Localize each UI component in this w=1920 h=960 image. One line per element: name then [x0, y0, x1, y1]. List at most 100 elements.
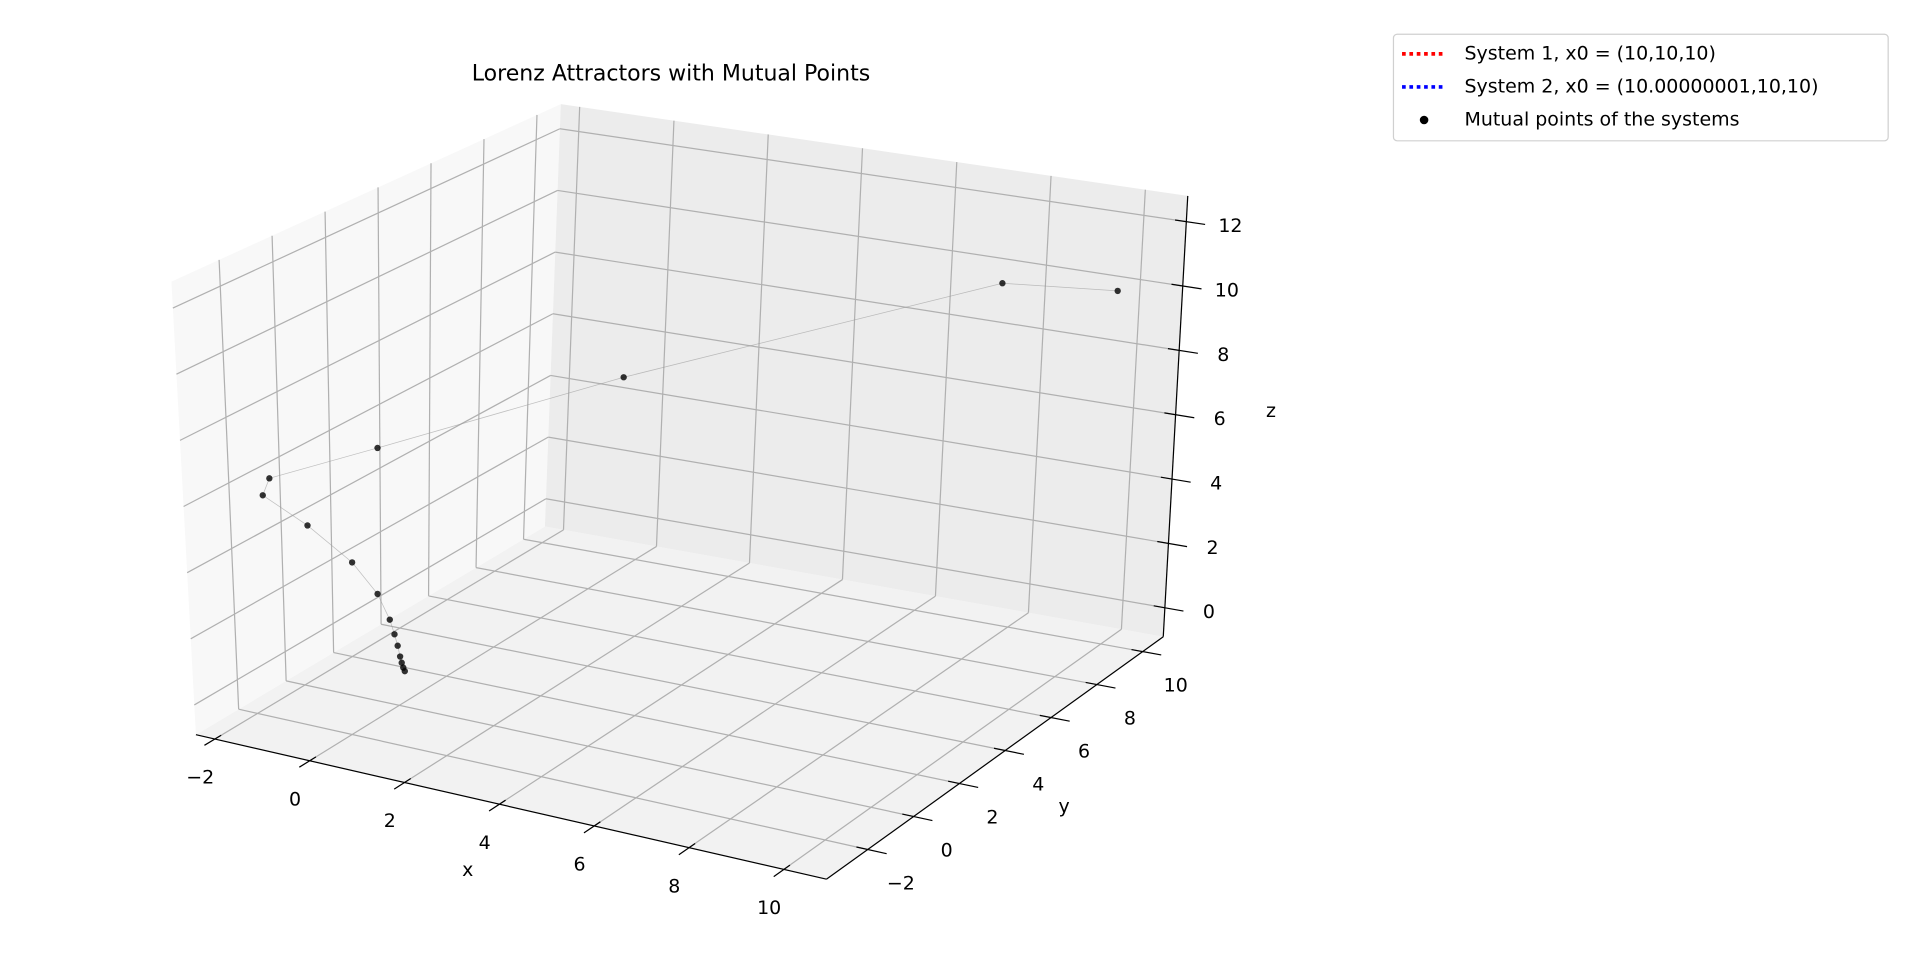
z-grid-line [183, 313, 554, 508]
z-tick [1174, 219, 1206, 226]
y-tick [902, 813, 933, 822]
mutual-point [391, 631, 398, 638]
y-grid-line [475, 139, 485, 568]
x-tick [393, 778, 412, 790]
z-tick [1153, 605, 1184, 612]
mutual-point [401, 667, 408, 675]
mutual-point [374, 590, 381, 598]
mutual-point [396, 653, 404, 660]
y-tick-label: 6 [1078, 740, 1090, 762]
y-axis-label: y [1058, 795, 1069, 817]
chart-title: Lorenz Attractors with Mutual Points [472, 62, 870, 87]
mutual-point [374, 444, 381, 452]
z-grid-line [545, 498, 1165, 609]
x-tick [678, 842, 696, 856]
z-grid-line [548, 436, 1169, 545]
mutual-point [304, 522, 311, 529]
z-grid-line [552, 313, 1176, 416]
panes [171, 104, 1188, 880]
x-tick [204, 734, 222, 746]
marks [259, 280, 1121, 675]
legend-label: Mutual points of the systems [1464, 108, 1739, 130]
legend-box [1392, 33, 1889, 142]
x-tick [773, 864, 791, 878]
y-tick [1131, 648, 1162, 656]
y-grid-line [475, 566, 1097, 686]
mutual-point [348, 559, 356, 566]
z-tick [1164, 412, 1195, 419]
z-tick-label: 10 [1215, 279, 1239, 301]
legend-swatch [1419, 115, 1429, 125]
z-grid-line [555, 251, 1180, 351]
z-tick-label: 0 [1203, 601, 1215, 623]
x-tick [488, 799, 506, 812]
x-grid-line [841, 148, 864, 580]
z-grid-line [179, 251, 556, 441]
z-tick [1167, 347, 1198, 354]
mutual-point [394, 642, 401, 649]
legend-label: System 1, x0 = (10,10,10) [1464, 42, 1715, 64]
x-tick-label: 8 [668, 875, 680, 897]
x-tick [583, 821, 601, 834]
x-grid-line [934, 162, 958, 597]
left-pane [171, 104, 561, 735]
y-grid-line [377, 187, 382, 625]
z-tick [1157, 540, 1188, 548]
z-grid-line [176, 189, 558, 375]
mutual-point [266, 475, 273, 482]
mutual-point [398, 659, 405, 666]
y-grid-line [380, 623, 1006, 752]
back-pane [544, 104, 1188, 637]
z-tick-label: 6 [1214, 408, 1226, 430]
z-tick-label: 8 [1217, 344, 1229, 366]
mutual-point [386, 616, 393, 623]
mutual-point [999, 280, 1006, 287]
y-tick [948, 780, 979, 789]
floor-pane [195, 526, 1164, 880]
y-tick-label: 2 [986, 806, 998, 828]
y-grid-line [333, 651, 960, 785]
y-tick-label: 4 [1032, 773, 1044, 795]
x-tick-label: −2 [186, 767, 214, 789]
z-grid-line [550, 374, 1173, 480]
axes: −2 0 2 4 6 8 10 −2 0 2 4 6 8 10 0 2 4 6 8 10 12 [186, 195, 1242, 919]
x-axis-line [195, 734, 827, 880]
mutual-point [259, 492, 266, 499]
z-grid-line [186, 374, 551, 574]
z-grid-line [559, 128, 1187, 223]
legend: System 1, x0 = (10,10,10) System 2, x0 = … [1392, 33, 1889, 142]
z-grid-line [190, 436, 549, 640]
z-tick-label: 4 [1210, 472, 1222, 494]
x-tick-label: 0 [289, 788, 301, 810]
z-tick-label: 2 [1206, 537, 1218, 559]
x-grid-line [688, 612, 1029, 849]
y-tick [1085, 681, 1116, 689]
z-tick [1171, 283, 1202, 290]
x-grid-line [214, 529, 564, 740]
z-grid-line [172, 128, 561, 309]
y-grid-line [522, 114, 538, 540]
y-tick-label: −2 [887, 872, 915, 894]
x-tick-label: 2 [384, 810, 396, 832]
x-tick-label: 10 [757, 897, 781, 919]
x-grid-line [748, 134, 769, 564]
x-tick-label: 6 [573, 854, 585, 876]
x-grid-line [404, 562, 750, 784]
x-grid-line [499, 579, 843, 805]
y-grid-line [271, 235, 287, 681]
x-grid-line [1027, 175, 1052, 613]
y-axis-line [826, 636, 1164, 880]
z-grid-line [193, 498, 547, 706]
z-tick-label: 12 [1218, 215, 1242, 237]
y-grid-line [238, 708, 868, 851]
grid [172, 106, 1187, 870]
x-grid-line [593, 595, 936, 827]
z-axis-label: z [1266, 400, 1276, 422]
x-grid-line [562, 106, 581, 530]
x-grid-line [1120, 189, 1146, 630]
y-tick [856, 846, 887, 855]
x-tick [298, 756, 317, 768]
legend-label: System 2, x0 = (10.00000001,10,10) [1464, 75, 1818, 97]
